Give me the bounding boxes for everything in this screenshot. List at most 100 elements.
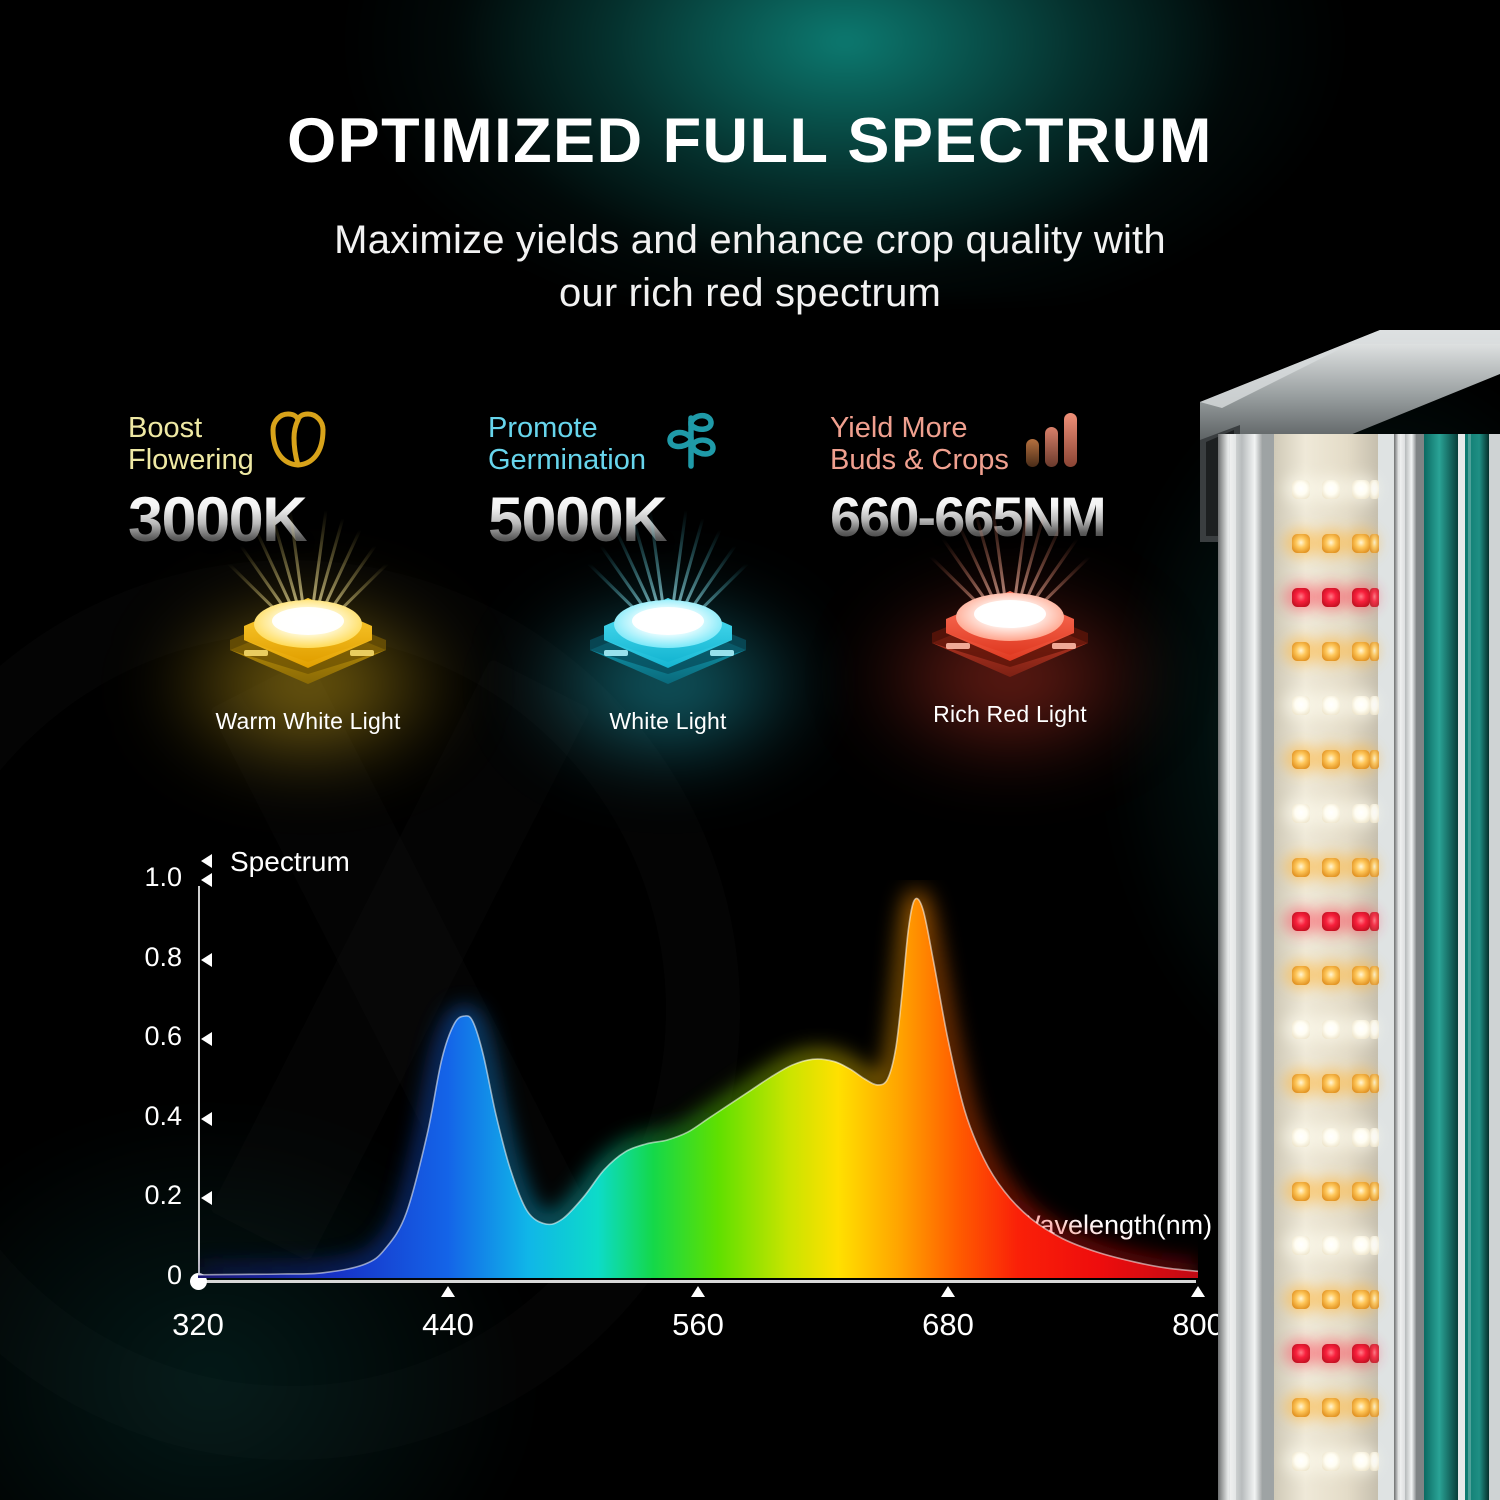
led-diode-white: [1352, 1452, 1370, 1471]
led-diode-edge: [1370, 534, 1379, 553]
feature-heading-line-2: Buds & Crops: [830, 444, 1009, 477]
y-axis-label: 0.8: [144, 941, 182, 972]
feature-column-promote-germination: Promote Germination 5000K: [488, 412, 848, 770]
led-diode-grid: [1284, 475, 1379, 1475]
led-diode-edge: [1370, 1398, 1379, 1417]
led-diode-red: [1292, 588, 1310, 607]
x-axis-label: 680: [922, 1307, 974, 1342]
feature-column-yield-more: Yield More Buds & Crops: [830, 412, 1190, 763]
led-diode-edge: [1370, 804, 1379, 823]
feature-caption: Warm White Light: [215, 707, 401, 734]
led-diode-white: [1322, 480, 1340, 499]
header-block: OPTIMIZED FULL SPECTRUM Maximize yields …: [0, 108, 1500, 320]
led-diode-warm: [1352, 1290, 1370, 1309]
feature-columns: Boost Flowering 3000K: [110, 411, 1230, 770]
x-axis-label: 440: [422, 1307, 474, 1342]
led-grow-light-bar: [1200, 330, 1500, 1500]
led-diode-edge: [1370, 1344, 1379, 1363]
led-diode-warm: [1322, 534, 1340, 553]
led-diode-edge: [1370, 1290, 1379, 1309]
led-diode-edge: [1370, 750, 1379, 769]
led-diode-white: [1322, 804, 1340, 823]
y-axis-label: 0.4: [144, 1100, 182, 1131]
led-chip-warm-white: [230, 597, 386, 684]
led-diode-warm: [1292, 1398, 1310, 1417]
led-diode-white: [1322, 1020, 1340, 1039]
led-diode-white: [1292, 1020, 1310, 1039]
led-diode-warm: [1292, 642, 1310, 661]
led-diode-edge: [1370, 912, 1379, 931]
led-diode-warm: [1322, 858, 1340, 877]
spectrum-curve: [198, 889, 1198, 1278]
feature-heading-line-2: Flowering: [128, 444, 254, 477]
led-diode-warm: [1292, 1290, 1310, 1309]
led-diode-warm: [1322, 1398, 1340, 1417]
led-diode-red: [1292, 912, 1310, 931]
led-diode-edge: [1370, 588, 1379, 607]
led-diode-white: [1352, 804, 1370, 823]
led-diode-white: [1292, 1128, 1310, 1147]
led-diode-edge: [1370, 642, 1379, 661]
feature-column-boost-flowering: Boost Flowering 3000K: [128, 411, 488, 770]
led-diode-warm: [1322, 966, 1340, 985]
feature-heading-line-1: Promote: [488, 412, 598, 444]
feature-caption: White Light: [609, 707, 727, 734]
x-axis-label: 560: [672, 1307, 724, 1342]
led-diode-white: [1292, 804, 1310, 823]
led-diode-edge: [1370, 696, 1379, 715]
led-diode-warm: [1352, 750, 1370, 769]
led-diode-red: [1322, 588, 1340, 607]
x-axis-line: [196, 1280, 1196, 1283]
led-diode-edge: [1370, 1452, 1379, 1471]
led-diode-edge: [1370, 966, 1379, 985]
led-diode-white: [1322, 1236, 1340, 1255]
x-axis-tick: [441, 1286, 455, 1297]
led-diode-warm: [1352, 642, 1370, 661]
feature-heading-line-2: Germination: [488, 444, 646, 477]
feature-heading-line-1: Boost: [128, 412, 203, 444]
led-diode-warm: [1292, 1074, 1310, 1093]
led-chip-wrap: [488, 504, 848, 770]
spectrum-chart: Spectrum Wavelength(nm) 1.0 0.8 0.6 0.4 0.2 0…: [130, 846, 1260, 1382]
led-diode-warm: [1292, 1182, 1310, 1201]
x-axis-tick: [941, 1286, 955, 1297]
led-diode-red: [1352, 1344, 1370, 1363]
led-diode-warm: [1322, 642, 1340, 661]
led-diode-white: [1352, 480, 1370, 499]
led-diode-edge: [1370, 1236, 1379, 1255]
led-diode-warm: [1292, 858, 1310, 877]
y-axis-tick: [201, 873, 212, 887]
led-diode-white: [1292, 696, 1310, 715]
led-chip-wrap: [830, 497, 1190, 763]
led-diode-warm: [1292, 750, 1310, 769]
led-diode-red: [1352, 912, 1370, 931]
led-diode-white: [1352, 696, 1370, 715]
y-axis-label: 0.2: [144, 1180, 182, 1211]
led-diode-white: [1322, 696, 1340, 715]
led-diode-warm: [1322, 1182, 1340, 1201]
led-diode-warm: [1352, 966, 1370, 985]
led-diode-warm: [1322, 750, 1340, 769]
led-diode-white: [1292, 480, 1310, 499]
x-axis-tick: [691, 1286, 705, 1297]
sprout-seedling-icon: [667, 412, 716, 469]
feature-value: 660-665NM: [830, 488, 1190, 545]
led-diode-edge: [1370, 1182, 1379, 1201]
x-axis-label: 800: [1172, 1307, 1224, 1342]
y-axis-label: 1.0: [144, 862, 182, 892]
led-diode-warm: [1292, 966, 1310, 985]
feature-heading: Boost Flowering: [128, 411, 488, 477]
bar-chart-growth-icon: [1025, 413, 1077, 467]
led-chip-wrap: [128, 504, 488, 770]
feature-value: 5000K: [488, 488, 848, 552]
led-diode-white: [1322, 1128, 1340, 1147]
page-subtitle: Maximize yields and enhance crop quality…: [0, 214, 1500, 320]
led-diode-red: [1292, 1344, 1310, 1363]
led-diode-edge: [1370, 858, 1379, 877]
tulip-flower-icon: [270, 411, 326, 468]
led-chip-white: [590, 597, 746, 684]
led-diode-warm: [1322, 1074, 1340, 1093]
y-axis-label: 0.6: [144, 1021, 182, 1052]
led-diode-edge: [1370, 480, 1379, 499]
